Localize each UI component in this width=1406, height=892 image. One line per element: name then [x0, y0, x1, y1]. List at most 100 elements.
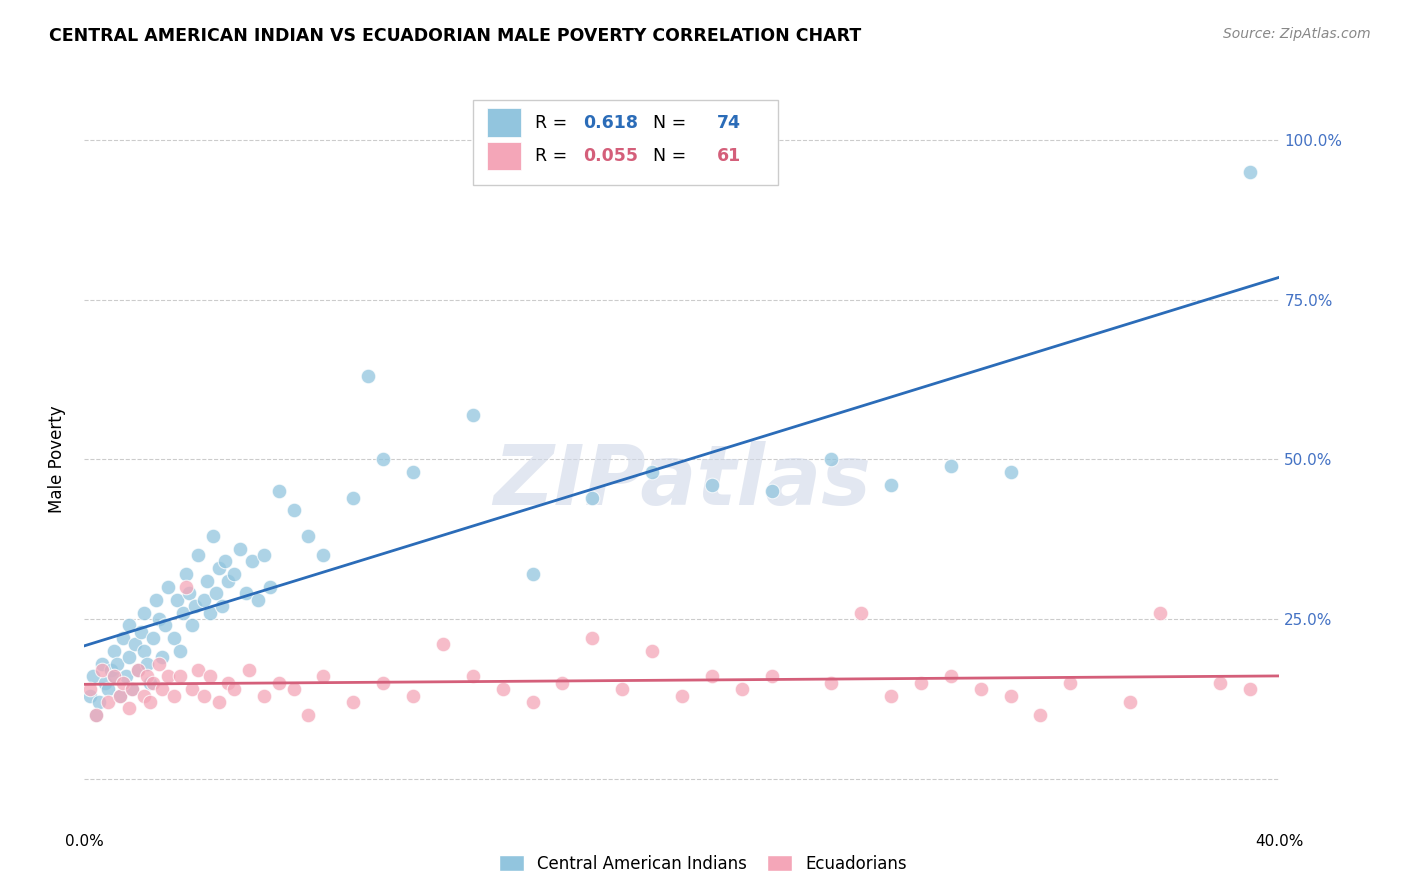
Point — [312, 669, 335, 683]
Point — [139, 675, 162, 690]
Point — [166, 592, 188, 607]
Point — [163, 631, 186, 645]
Point — [181, 618, 204, 632]
Point — [129, 624, 152, 639]
Point — [86, 707, 108, 722]
Text: 61: 61 — [717, 147, 741, 165]
Point — [193, 592, 215, 607]
Point — [612, 682, 634, 697]
Point — [163, 689, 186, 703]
Point — [121, 682, 143, 697]
Point — [177, 586, 200, 600]
Point — [492, 682, 515, 697]
Point — [297, 529, 319, 543]
Point — [283, 503, 305, 517]
Point — [195, 574, 218, 588]
Point — [145, 592, 167, 607]
Point — [91, 657, 114, 671]
FancyBboxPatch shape — [472, 100, 778, 186]
Point — [1119, 695, 1142, 709]
Point — [193, 689, 215, 703]
Point — [110, 689, 132, 703]
Point — [112, 631, 135, 645]
Text: 74: 74 — [717, 113, 741, 131]
Point — [522, 567, 544, 582]
Point — [402, 465, 425, 479]
Point — [136, 669, 159, 683]
Point — [880, 689, 903, 703]
Point — [103, 669, 125, 683]
Point — [198, 606, 221, 620]
Point — [246, 592, 269, 607]
Point — [1239, 682, 1261, 697]
Point — [880, 478, 903, 492]
Point — [150, 682, 173, 697]
Point — [214, 554, 236, 568]
Point — [581, 631, 603, 645]
Point — [222, 567, 245, 582]
Point — [1000, 689, 1022, 703]
Point — [127, 663, 149, 677]
Point — [181, 682, 204, 697]
Point — [153, 618, 176, 632]
Point — [79, 682, 101, 697]
Point — [1209, 675, 1232, 690]
Point — [259, 580, 281, 594]
Point — [148, 657, 170, 671]
Point — [205, 586, 228, 600]
Point — [240, 554, 263, 568]
Point — [731, 682, 754, 697]
Text: 0.055: 0.055 — [582, 147, 638, 165]
Point — [169, 644, 191, 658]
Point — [641, 644, 664, 658]
Text: CENTRAL AMERICAN INDIAN VS ECUADORIAN MALE POVERTY CORRELATION CHART: CENTRAL AMERICAN INDIAN VS ECUADORIAN MA… — [49, 27, 862, 45]
Y-axis label: Male Poverty: Male Poverty — [48, 406, 66, 513]
Point — [253, 689, 276, 703]
Point — [461, 669, 484, 683]
Point — [97, 695, 120, 709]
Point — [139, 695, 162, 709]
Point — [297, 707, 319, 722]
Point — [851, 606, 873, 620]
Point — [1029, 707, 1052, 722]
Point — [118, 650, 141, 665]
Point — [217, 574, 239, 588]
Text: N =: N = — [643, 113, 692, 131]
Point — [283, 682, 305, 697]
Point — [82, 669, 104, 683]
Point — [235, 586, 257, 600]
Text: 0.618: 0.618 — [582, 113, 638, 131]
Point — [97, 682, 120, 697]
Point — [198, 669, 221, 683]
Point — [820, 675, 842, 690]
Point — [373, 675, 395, 690]
Legend: Central American Indians, Ecuadorians: Central American Indians, Ecuadorians — [492, 848, 914, 880]
Point — [208, 561, 231, 575]
Point — [187, 663, 209, 677]
Point — [357, 369, 380, 384]
Point — [1000, 465, 1022, 479]
Point — [312, 548, 335, 562]
Point — [551, 675, 574, 690]
Point — [1239, 165, 1261, 179]
Text: ZIPatlas: ZIPatlas — [494, 441, 870, 522]
Point — [94, 675, 117, 690]
Point — [91, 663, 114, 677]
Text: R =: R = — [534, 147, 572, 165]
Point — [103, 669, 125, 683]
Point — [110, 689, 132, 703]
Point — [184, 599, 207, 614]
Point — [115, 669, 138, 683]
Point — [142, 631, 165, 645]
Point — [127, 663, 149, 677]
Point — [970, 682, 993, 697]
Point — [201, 529, 224, 543]
Point — [910, 675, 932, 690]
Point — [118, 701, 141, 715]
Point — [342, 695, 364, 709]
Point — [267, 484, 290, 499]
FancyBboxPatch shape — [486, 109, 520, 136]
Point — [174, 567, 197, 582]
Point — [157, 669, 180, 683]
Point — [217, 675, 239, 690]
